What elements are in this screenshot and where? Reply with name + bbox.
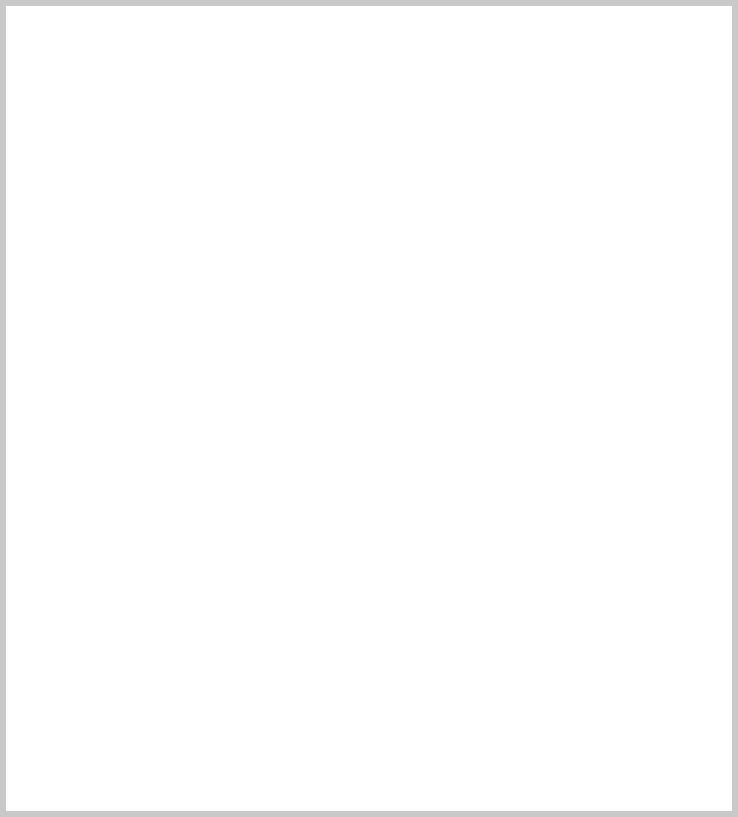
figure-canvas [0, 0, 738, 817]
lma-figure [0, 0, 738, 817]
